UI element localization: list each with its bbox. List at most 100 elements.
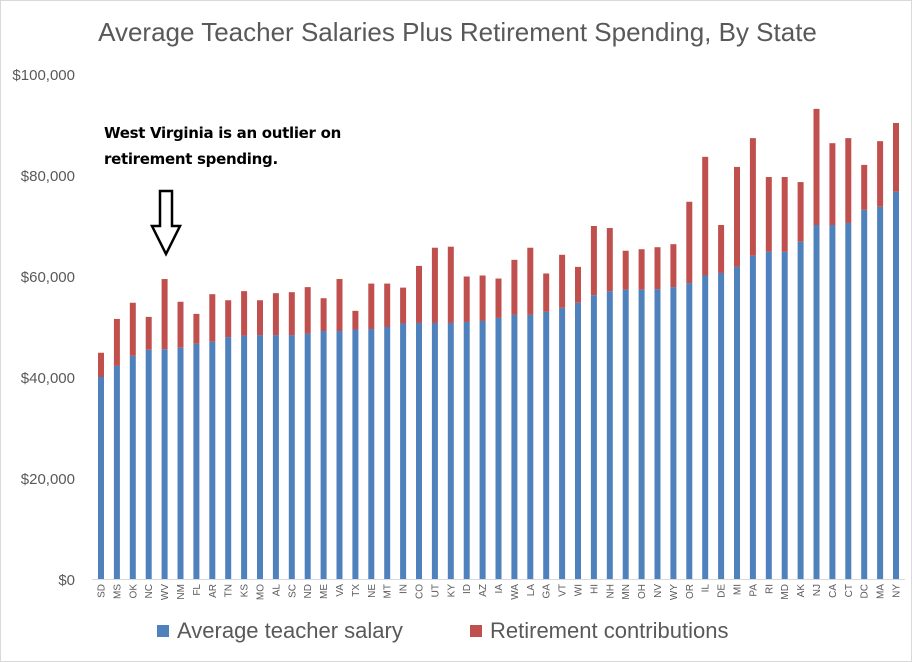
bar-salary-la [527,314,534,579]
x-tick-label: ME [319,584,330,599]
x-tick-label: MO [256,584,267,600]
bar-retirement-in [400,287,407,324]
legend-item-retirement: Retirement contributions [470,618,728,644]
bar-salary-wi [575,302,581,579]
bar-salary-nh [606,291,613,579]
bar-retirement-nj [813,108,820,225]
bar-retirement-il [702,156,709,276]
bar-retirement-ky [447,246,454,323]
x-tick-label: KS [240,584,251,598]
x-tick-label: WY [669,584,680,600]
bar-salary-ct [845,222,852,579]
bar-salary-ma [877,206,884,579]
x-tick-label: IL [701,584,712,593]
x-tick-label: RI [764,584,775,594]
y-tick-label: $20,000 [21,471,75,488]
bar-salary-tn [225,337,232,579]
bar-salary-hi [590,295,597,579]
bar-retirement-de [718,224,725,273]
x-tick-label: DE [717,584,728,598]
bar-retirement-ak [797,182,804,242]
bar-retirement-nv [654,247,661,290]
bar-retirement-vt [559,254,566,308]
bar-salary-ky [447,322,454,579]
bar-salary-ak [797,241,804,579]
x-tick-label: AL [271,584,282,597]
bar-salary-mo [257,335,263,579]
bar-salary-de [718,272,725,579]
bar-retirement-mi [734,166,740,267]
bar-salary-sd [98,377,104,579]
bar-retirement-ne [368,283,375,330]
x-tick-label: MD [780,584,791,600]
bar-retirement-id [463,276,470,322]
x-tick-label: WV [160,584,171,600]
bar-salary-ms [113,365,120,579]
bar-retirement-sd [98,352,104,377]
x-tick-label: AR [208,584,219,598]
x-tick-label: ID [462,584,473,594]
x-tick-label: IN [399,584,410,594]
x-tick-label: IA [494,584,505,594]
bar-salary-al [272,335,279,579]
bar-retirement-ma [877,141,884,207]
annotation-line-1: West Virginia is an outlier on [104,124,341,142]
x-tick-label: TX [351,584,362,597]
bar-retirement-oh [638,249,645,290]
bar-retirement-la [527,247,534,315]
bar-retirement-ia [495,278,502,318]
bar-salary-ga [543,311,550,579]
x-tick-label: NJ [812,584,823,596]
bar-retirement-sc [288,292,295,336]
bar-retirement-ut [431,247,438,323]
x-tick-label: NM [176,584,187,600]
bar-salary-vt [559,307,566,579]
x-tick-label: OR [685,584,696,599]
bar-retirement-al [272,293,279,336]
bar-salary-me [320,331,327,579]
bar-salary-nj [813,224,820,579]
annotation-line-2: retirement spending. [104,150,278,168]
bar-retirement-nc [145,316,152,350]
bar-salary-mn [622,289,629,579]
bar-salary-co [416,322,422,579]
bar-retirement-pa [749,138,756,256]
bar-retirement-ga [543,273,550,312]
bar-salary-fl [193,343,200,579]
bar-retirement-az [479,275,486,321]
bar-retirement-nm [177,301,184,348]
bar-salary-mi [734,266,740,579]
bar-salary-wa [511,314,518,579]
x-tick-label: VA [335,584,346,597]
bar-salary-dc [861,209,868,579]
x-tick-label: MI [733,584,744,595]
legend-item-salary: Average teacher salary [157,618,403,644]
legend-swatch-salary [157,625,169,637]
annotation: West Virginia is an outlier on retiremen… [104,120,341,172]
bar-salary-nm [177,347,184,579]
bar-retirement-wv [161,279,168,350]
bar-salary-oh [638,289,645,579]
x-tick-label: OK [128,584,139,599]
bar-retirement-nd [304,287,311,334]
x-tick-label: NY [892,584,903,598]
bar-salary-ks [241,335,248,579]
x-tick-label: CT [844,584,855,597]
bar-retirement-tx [352,310,359,330]
bar-salary-wy [670,287,677,579]
x-tick-label: AZ [478,584,489,597]
y-tick-label: $40,000 [21,370,75,387]
bar-salary-ny [893,191,899,580]
bar-salary-ne [368,329,375,579]
bar-retirement-me [320,298,327,332]
x-tick-label: NE [367,584,378,598]
bar-salary-va [336,331,343,579]
x-tick-label: TN [224,584,235,597]
x-tick-label: DC [860,584,871,598]
bar-salary-il [702,275,709,579]
x-tick-label: KY [446,584,457,598]
x-tick-label: WI [574,584,585,596]
bar-retirement-co [416,265,422,323]
y-tick-label: $0 [58,572,75,589]
